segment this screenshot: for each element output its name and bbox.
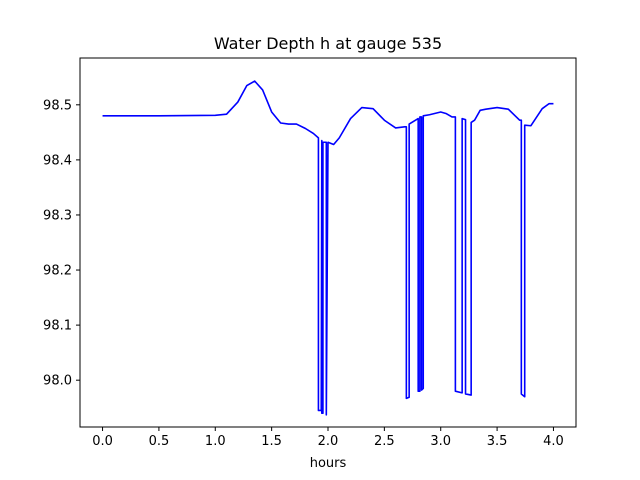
y-tick-label: 98.3 <box>43 208 72 223</box>
x-tick-label: 1.5 <box>261 434 282 449</box>
y-axis: 98.0 98.1 98.2 98.3 98.4 98.5 <box>43 98 80 389</box>
x-tick-label: 2.0 <box>318 434 339 449</box>
chart-title: Water Depth h at gauge 535 <box>214 34 442 53</box>
x-axis: 0.0 0.5 1.0 1.5 2.0 2.5 3.0 3.5 4.0 <box>92 427 564 449</box>
x-tick-label: 3.0 <box>430 434 451 449</box>
x-tick-label: 3.5 <box>487 434 508 449</box>
x-tick-label: 4.0 <box>543 434 564 449</box>
series-line-0 <box>102 80 554 416</box>
series-layer <box>102 80 554 416</box>
x-tick-label: 0.0 <box>92 434 113 449</box>
y-tick-label: 98.0 <box>43 374 72 389</box>
x-tick-label: 0.5 <box>149 434 170 449</box>
y-tick-label: 98.5 <box>43 98 72 113</box>
y-tick-label: 98.2 <box>43 264 72 279</box>
x-tick-label: 2.5 <box>374 434 395 449</box>
x-tick-label: 1.0 <box>205 434 226 449</box>
y-tick-label: 98.4 <box>43 153 72 168</box>
y-tick-label: 98.1 <box>43 319 72 334</box>
x-axis-label: hours <box>310 456 347 471</box>
